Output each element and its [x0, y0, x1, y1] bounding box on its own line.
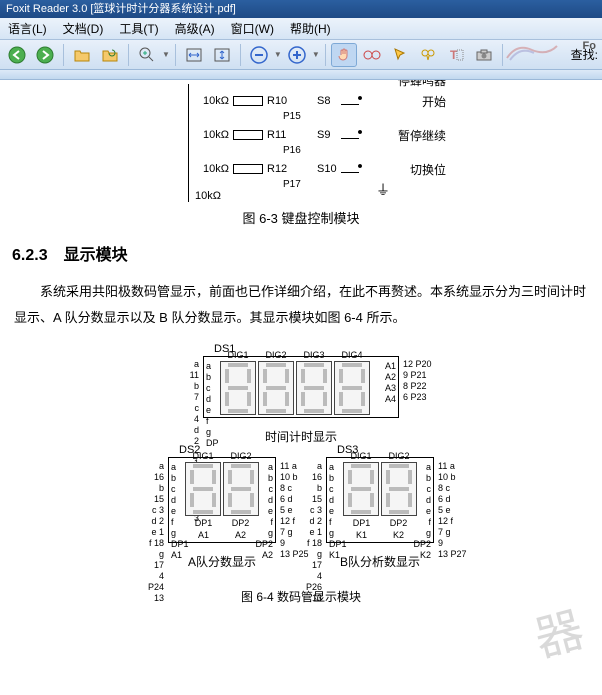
sub-caption: 时间计时显示: [265, 428, 337, 445]
open-button[interactable]: [69, 43, 95, 67]
fit-page-button[interactable]: [209, 43, 235, 67]
seven-seg-digit: DIG2: [223, 462, 259, 516]
pdf-page: 停蜂鸣器 10kΩR10 S8 开始 P15 10kΩR11 S9 暂停继续 P…: [8, 84, 594, 613]
brand-label: Fo: [583, 40, 596, 52]
toolbar-separator: [175, 44, 176, 66]
zoom-out-circle-button[interactable]: [246, 43, 272, 67]
menu-language[interactable]: 语言(L): [0, 20, 55, 37]
circuit-row: 10kΩR12 S10 切换位 P17 ⏚: [195, 152, 388, 186]
seven-seg-digit: DIG2: [381, 462, 417, 516]
glasses-icon[interactable]: [359, 43, 385, 67]
window-titlebar: Foxit Reader 3.0 [篮球计时计分器系统设计.pdf]: [0, 0, 602, 18]
text-select-button[interactable]: T: [443, 43, 469, 67]
pins-right: 12 P209 P218 P226 P23: [399, 359, 432, 403]
figure-6-4: a 11b 7c 4d 2e 1f 10g 53 DS1 abcdefgDP D…: [8, 341, 594, 613]
ground-icon: ⏚: [376, 180, 390, 200]
fit-width-button[interactable]: [181, 43, 207, 67]
menu-tools[interactable]: 工具(T): [111, 20, 166, 37]
body-paragraph: 系统采用共阳极数码管显示，前面也已作详细介绍，在此不再赘述。本系统显示分为三时间…: [14, 279, 588, 331]
menu-advanced[interactable]: 高级(A): [167, 20, 223, 37]
dropdown-icon[interactable]: ▼: [274, 50, 282, 59]
find-button[interactable]: [415, 43, 441, 67]
menu-bar: 语言(L) 文档(D) 工具(T) 高级(A) 窗口(W) 帮助(H): [0, 18, 602, 40]
reload-button[interactable]: [97, 43, 123, 67]
zoom-in-button[interactable]: [134, 43, 160, 67]
toolbar-separator: [240, 44, 241, 66]
circuit-row: 10kΩR11 S9 暂停继续 P16: [195, 118, 388, 152]
toolbar-separator: [63, 44, 64, 66]
seven-seg-digit: DIG1: [185, 462, 221, 516]
ds3-module: DS3 abcdefgDP1K1 DIG1DIG2 abcdefgDP2K2 D…: [326, 457, 434, 543]
nav-back-button[interactable]: [4, 43, 30, 67]
seven-seg-digit: DIG1: [343, 462, 379, 516]
figure-caption: 图 6-3 键盘控制模块: [8, 208, 594, 227]
dropdown-icon[interactable]: ▼: [312, 50, 320, 59]
toolbar-separator: [325, 44, 326, 66]
ds2-module: DS2 abcdefgDP1A1 DIG1DIG2 abcdefgDP2A2 D…: [168, 457, 276, 543]
circuit-top-label: 停蜂鸣器: [398, 80, 446, 89]
circuit-diagram: 停蜂鸣器 10kΩR10 S8 开始 P15 10kΩR11 S9 暂停继续 P…: [188, 84, 388, 202]
seven-seg-digit: DIG1: [220, 361, 256, 415]
toolbar-separator: [128, 44, 129, 66]
hand-tool-button[interactable]: [331, 43, 357, 67]
snapshot-button[interactable]: [471, 43, 497, 67]
zoom-in-circle-button[interactable]: [284, 43, 310, 67]
menu-window[interactable]: 窗口(W): [223, 20, 282, 37]
section-heading: 6.2.3 显示模块: [12, 241, 594, 265]
nav-fwd-button[interactable]: [32, 43, 58, 67]
ds1-module: DS1 abcdefgDP DIG1DIG2DIG3DIG4 A1A2A3A4: [203, 356, 399, 418]
document-viewport[interactable]: 停蜂鸣器 10kΩR10 S8 开始 P15 10kΩR11 S9 暂停继续 P…: [0, 80, 602, 695]
tab-strip: Fo: [0, 70, 602, 80]
foxit-logo-decor: [502, 38, 562, 62]
figure-caption: 图 6-4 数码管显示模块: [241, 588, 361, 605]
seven-seg-digit: DIG2: [258, 361, 294, 415]
dropdown-icon[interactable]: ▼: [162, 50, 170, 59]
seven-seg-digit: DIG3: [296, 361, 332, 415]
menu-document[interactable]: 文档(D): [55, 20, 112, 37]
select-tool-button[interactable]: [387, 43, 413, 67]
menu-help[interactable]: 帮助(H): [282, 20, 339, 37]
seven-seg-digit: DIG4: [334, 361, 370, 415]
circuit-row: 10kΩR10 S8 开始 P15: [195, 84, 388, 118]
